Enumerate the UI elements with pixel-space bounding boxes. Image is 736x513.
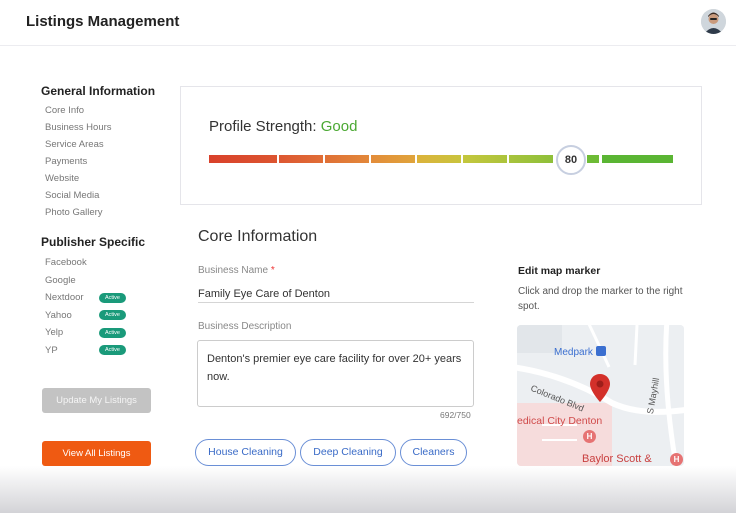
update-listings-button[interactable]: Update My Listings	[42, 388, 151, 413]
map-marker-help: Click and drop the marker to the right s…	[518, 286, 683, 312]
status-badge: Active	[99, 327, 126, 338]
view-all-listings-button[interactable]: View All Listings	[42, 441, 151, 466]
strength-segment	[209, 155, 277, 163]
business-name-label-text: Business Name	[198, 265, 269, 276]
map-label-text: Medpark	[554, 347, 593, 358]
status-badge: Active	[99, 345, 126, 356]
map-label-medpark: Medpark	[554, 346, 606, 358]
hospital-icon: H	[670, 453, 683, 466]
strength-segment	[371, 155, 415, 163]
general-information-heading: General Information	[41, 84, 156, 98]
sidebar-item-website[interactable]: Website	[45, 173, 80, 184]
strength-segment	[325, 155, 369, 163]
strength-segment	[602, 155, 673, 163]
profile-strength-heading: Profile Strength: Good	[209, 118, 357, 135]
map-view[interactable]: Medpark Colorado Blvd S Mayhill edical C…	[517, 325, 684, 466]
status-badge: Active	[99, 292, 126, 303]
business-name-input[interactable]	[198, 285, 474, 303]
strength-segment	[417, 155, 461, 163]
sidebar-item-yahoo[interactable]: Yahoo Active	[41, 307, 161, 325]
top-bar: Listings Management	[0, 0, 736, 46]
publisher-specific-heading: Publisher Specific	[41, 235, 146, 249]
character-count: 692/750	[440, 410, 471, 420]
publisher-label: Facebook	[45, 257, 87, 269]
status-badge: Active	[99, 310, 126, 321]
category-chip-cleaners[interactable]: Cleaners	[400, 439, 467, 466]
map-marker-icon[interactable]	[589, 373, 611, 403]
business-description-input[interactable]: Denton's premier eye care facility for o…	[197, 340, 474, 407]
sidebar-item-service-areas[interactable]: Service Areas	[45, 139, 104, 150]
publisher-label: YP	[45, 344, 58, 356]
sidebar-item-facebook[interactable]: Facebook	[41, 254, 161, 272]
profile-strength-label: Profile Strength:	[209, 118, 317, 135]
strength-segment	[279, 155, 323, 163]
publisher-label: Google	[45, 274, 76, 286]
publisher-label: Yelp	[45, 327, 64, 339]
sidebar-item-yelp[interactable]: Yelp Active	[41, 324, 161, 342]
business-description-label: Business Description	[198, 321, 292, 332]
hospital-icon: H	[583, 430, 596, 443]
required-mark: *	[270, 265, 275, 276]
category-chip-house-cleaning[interactable]: House Cleaning	[195, 439, 296, 466]
map-label-baylor: Baylor Scott &	[582, 453, 652, 465]
page-title: Listings Management	[26, 13, 180, 30]
general-nav-list: Core Info Business Hours Service Areas P…	[41, 102, 161, 221]
avatar[interactable]	[701, 9, 726, 34]
strength-segment	[463, 155, 507, 163]
publisher-label: Yahoo	[45, 309, 72, 321]
publisher-nav-list: Facebook Google Nextdoor Active Yahoo Acti…	[41, 254, 161, 359]
transit-icon	[595, 346, 606, 356]
profile-strength-card: Profile Strength: Good 80	[180, 86, 702, 205]
score-indicator: 80	[556, 145, 586, 175]
strength-segment	[587, 155, 599, 163]
category-chip-deep-cleaning[interactable]: Deep Cleaning	[300, 439, 396, 466]
strength-segment	[509, 155, 553, 163]
business-name-label: Business Name *	[198, 265, 275, 276]
publisher-label: Nextdoor	[45, 292, 84, 304]
sidebar-item-business-hours[interactable]: Business Hours	[45, 122, 112, 133]
sidebar-item-google[interactable]: Google	[41, 272, 161, 290]
bottom-shadow	[0, 466, 736, 513]
profile-strength-value: Good	[320, 118, 358, 135]
sidebar-item-nextdoor[interactable]: Nextdoor Active	[41, 289, 161, 307]
sidebar-item-yp[interactable]: YP Active	[41, 342, 161, 360]
sidebar-item-payments[interactable]: Payments	[45, 156, 88, 167]
map-marker-heading: Edit map marker	[518, 265, 601, 277]
map-label-medical-city: edical City Denton	[517, 415, 603, 427]
core-information-heading: Core Information	[198, 228, 318, 245]
sidebar-item-social-media[interactable]: Social Media	[45, 190, 100, 201]
sidebar-item-photo-gallery[interactable]: Photo Gallery	[45, 207, 103, 218]
user-avatar-icon	[701, 9, 726, 34]
sidebar: General Information Core Info Business H…	[41, 84, 161, 359]
sidebar-item-core-info[interactable]: Core Info	[45, 105, 85, 116]
